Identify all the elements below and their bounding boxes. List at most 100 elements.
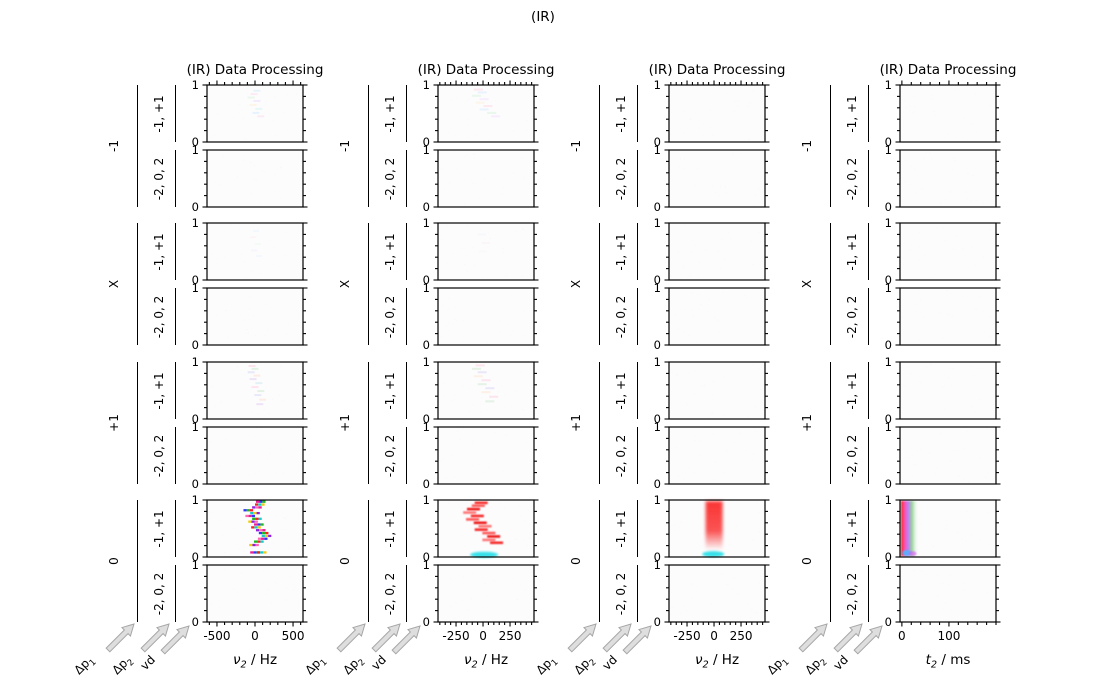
y-tick-label: 0 [191,412,199,426]
group-bracket-line [137,362,139,484]
signal-trace-segment [249,509,254,512]
panel-border [668,361,766,420]
x-axis-label: ν2 / Hz [657,652,777,671]
signal-trace-segment [256,403,264,406]
coherence-bracket-line [637,362,639,419]
coherence-label: -2, 0, 2 [845,157,859,200]
coherence-label: -1, +1 [152,509,166,548]
spectrum-panel [895,149,1001,208]
signal-trace-segment [249,543,253,547]
panel-border [437,84,535,143]
x-axis-symbol: ν [232,652,241,668]
x-axis-subscript: 2 [702,659,709,671]
x-axis-unit: / Hz [246,652,278,668]
coherence-bracket-line [175,565,177,622]
group-label: 0 [107,557,121,565]
signal-band [705,501,723,551]
signal-trace-segment [477,383,487,386]
arrow-label: vd [831,653,854,676]
spectrum-panel [433,287,539,346]
panel-border [206,426,304,485]
y-tick-label: 1 [422,143,430,157]
coherence-bracket-line [868,362,870,419]
y-tick-label: 0 [653,412,661,426]
arrow-shape [602,623,632,653]
figure-title: (IR) [531,9,555,25]
up-right-arrow-icon [833,623,863,653]
signal-trace-segment [258,506,262,509]
y-tick-label: 1 [191,216,199,230]
x-axis-symbol: t [925,652,931,668]
y-tick-label: 0 [422,412,430,426]
spectrum-panel [664,222,770,281]
coherence-bracket-line [637,150,639,207]
signal-trace-segment [251,526,255,529]
signal-trace-segment [263,551,267,554]
panel-border [206,149,304,208]
signal-trace-segment [257,115,265,118]
coherence-label: -1, +1 [614,94,628,133]
signal-trace-segment [262,500,266,503]
coherence-label: -1, +1 [152,232,166,271]
signal-trace-segment [251,514,255,518]
signal-trace-segment [262,531,266,535]
group-label: 0 [338,557,352,565]
coherence-label: -1, +1 [845,371,859,410]
signal-trace-segment [471,367,481,370]
group-bracket-line [137,223,139,345]
x-axis-unit: / Hz [708,652,740,668]
panel-border [437,499,535,558]
x-axis-label: ν2 / Hz [426,652,546,671]
y-tick-label: 0 [191,135,199,149]
signal-trace-segment [255,543,259,547]
y-tick-label: 0 [884,615,892,629]
panel-border [899,426,997,485]
coherence-bracket-line [175,223,177,280]
y-tick-label: 1 [422,420,430,434]
signal-trace-segment [483,105,493,108]
coherence-label: -2, 0, 2 [383,434,397,477]
up-right-arrow-icon [391,625,421,655]
coherence-label: -2, 0, 2 [383,572,397,615]
signal-trace-segment [471,94,481,97]
y-tick-label: 1 [653,216,661,230]
signal-trace-segment [250,93,258,96]
signal-trace-segment [257,523,261,526]
panel-border [668,149,766,208]
coherence-label: -1, +1 [614,232,628,271]
signal-trace-segment [262,529,266,532]
signal-trace-segment [251,249,258,252]
group-bracket-line [368,85,370,207]
coherence-bracket-line [406,500,408,557]
coherence-bracket-line [637,223,639,280]
signal-trace-segment [467,507,481,511]
panel-border [899,222,997,281]
coherence-bracket-line [637,565,639,622]
group-label: X [569,279,583,289]
group-bracket-line [137,85,139,207]
arrow-label: vd [369,653,392,676]
group-label: +1 [800,414,814,432]
y-tick-label: 1 [422,216,430,230]
y-tick-label: 0 [884,200,892,214]
x-axis-subscript: 2 [240,659,247,671]
signal-trace-segment [482,538,496,542]
group-bracket-line [368,223,370,345]
signal-trace-segment [463,511,477,514]
spectrum-panel [433,149,539,208]
signal-trace-segment [251,520,255,523]
arrow-label: Δp2 [571,652,598,679]
y-tick-label: 0 [191,338,199,352]
signal-trace-segment [258,517,262,520]
group-label: +1 [569,414,583,432]
up-right-arrow-icon [567,623,597,653]
y-tick-label: 0 [884,273,892,287]
coherence-label: -2, 0, 2 [845,434,859,477]
y-tick-label: 1 [653,355,661,369]
coherence-bracket-line [868,500,870,557]
signal-trace-segment [250,236,257,239]
y-tick-label: 1 [191,281,199,295]
signal-trace-segment [261,503,265,506]
up-right-arrow-icon [336,623,366,653]
group-bracket-line [830,85,832,207]
